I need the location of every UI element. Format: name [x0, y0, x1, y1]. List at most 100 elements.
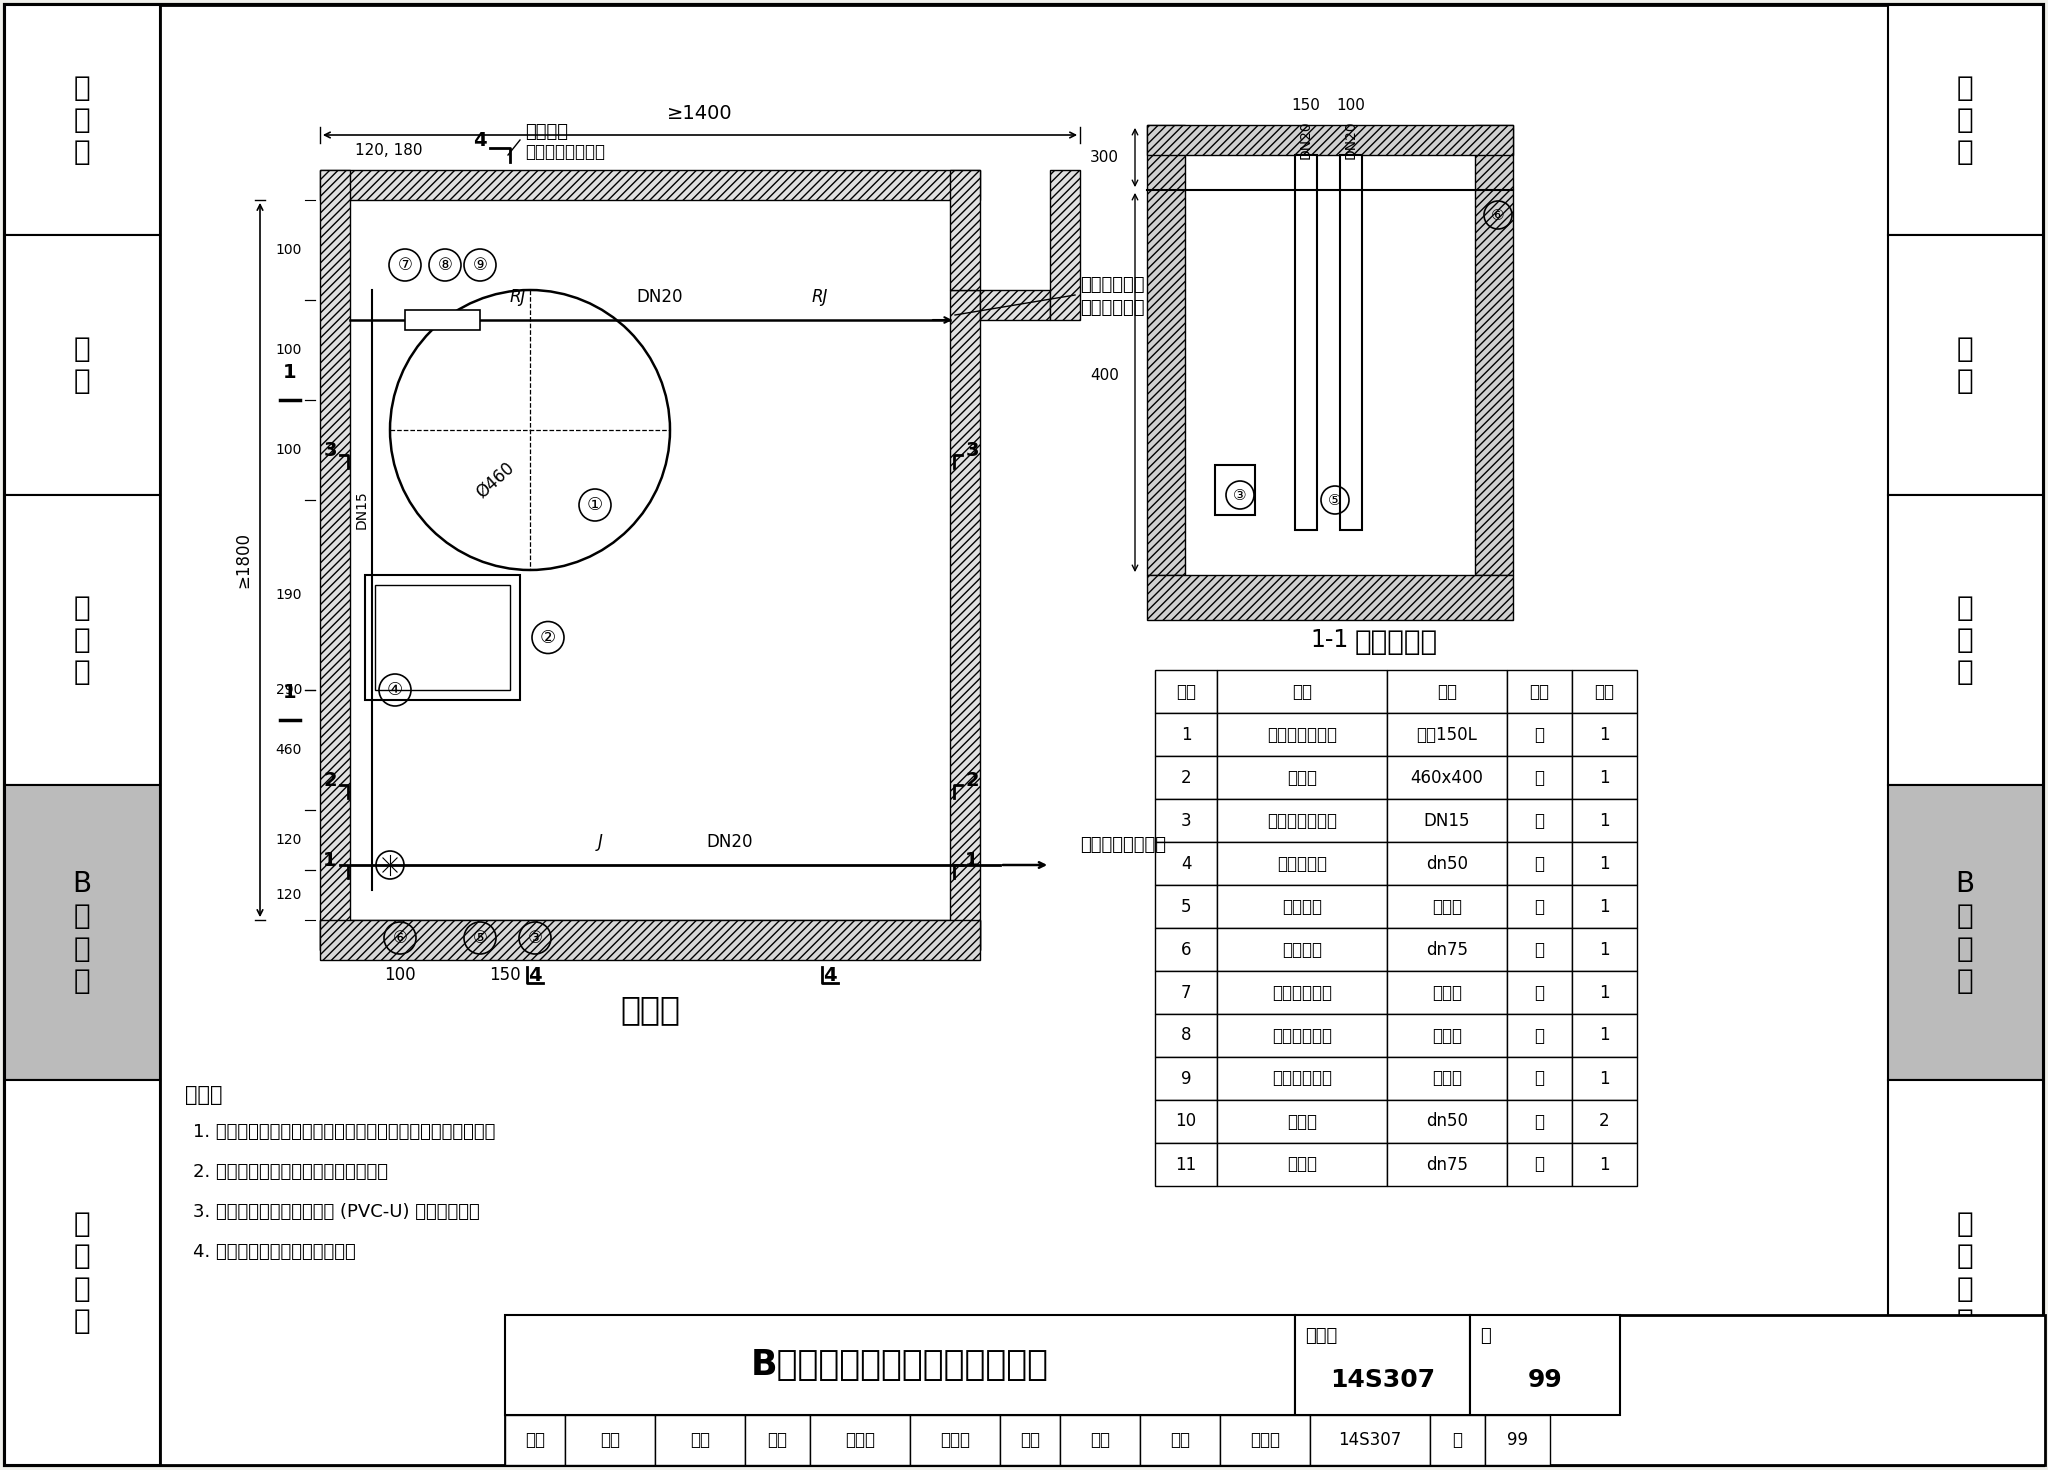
- Text: 卫
生
间: 卫 生 间: [74, 594, 90, 686]
- Text: 设计: 设计: [1020, 1430, 1040, 1449]
- Text: 290: 290: [276, 684, 301, 697]
- Bar: [1573, 1100, 1636, 1144]
- Text: 150: 150: [489, 966, 520, 983]
- Bar: [350, 200, 950, 920]
- Bar: [1386, 972, 1507, 1014]
- Text: 根: 根: [1534, 898, 1544, 916]
- Bar: [1507, 713, 1573, 756]
- Bar: [655, 1416, 745, 1466]
- Text: 万水: 万水: [1169, 1430, 1190, 1449]
- Text: 个: 个: [1534, 854, 1544, 873]
- Text: 万水: 万水: [1090, 1430, 1110, 1449]
- Text: 直通式地漏: 直通式地漏: [1278, 854, 1327, 873]
- Text: RJ: RJ: [510, 288, 526, 306]
- Text: 4: 4: [1182, 854, 1192, 873]
- Bar: [565, 1416, 655, 1466]
- Text: 460: 460: [276, 742, 301, 757]
- Bar: [365, 575, 520, 700]
- Bar: [1573, 713, 1636, 756]
- Bar: [319, 171, 981, 200]
- Text: ②: ②: [541, 629, 557, 647]
- Bar: [1573, 670, 1636, 713]
- Bar: [1430, 1416, 1485, 1466]
- Text: 10: 10: [1176, 1113, 1196, 1130]
- Bar: [1311, 1416, 1430, 1466]
- Bar: [1386, 842, 1507, 885]
- Bar: [1386, 756, 1507, 800]
- Text: 校对: 校对: [768, 1430, 788, 1449]
- Bar: [1155, 1014, 1217, 1057]
- Text: 2: 2: [324, 770, 336, 789]
- Text: 按设计: 按设计: [1432, 898, 1462, 916]
- Text: 4: 4: [528, 966, 543, 985]
- Bar: [1573, 972, 1636, 1014]
- Text: B
型
阳
台: B 型 阳 台: [1956, 870, 1974, 995]
- Text: 名称: 名称: [1292, 682, 1313, 701]
- Text: 1: 1: [1599, 1070, 1610, 1088]
- Bar: [950, 290, 981, 950]
- Text: DN20: DN20: [1343, 121, 1358, 159]
- Bar: [745, 1416, 811, 1466]
- Bar: [4, 4, 160, 235]
- Text: 1. 本图阳台设污水盆、太阳能贮热水箱，冷水管按枝状供水。: 1. 本图阳台设污水盆、太阳能贮热水箱，冷水管按枝状供水。: [193, 1123, 496, 1141]
- Text: 3. 本图排水管按硬聚氯乙烯 (PVC-U) 排水管绘制。: 3. 本图排水管按硬聚氯乙烯 (PVC-U) 排水管绘制。: [193, 1202, 479, 1222]
- Text: 节
点
详
图: 节 点 详 图: [74, 1210, 90, 1335]
- Text: 9: 9: [1182, 1070, 1192, 1088]
- Bar: [1507, 1100, 1573, 1144]
- Bar: [1573, 885, 1636, 928]
- Text: 100: 100: [276, 243, 301, 257]
- Bar: [1217, 972, 1386, 1014]
- Bar: [1294, 154, 1317, 531]
- Bar: [1155, 1144, 1217, 1186]
- Text: 规格: 规格: [1438, 682, 1456, 701]
- Text: 张森: 张森: [600, 1430, 621, 1449]
- Text: ①: ①: [588, 495, 602, 514]
- Bar: [1386, 885, 1507, 928]
- Text: B
型
阳
台: B 型 阳 台: [72, 870, 92, 995]
- Text: 根: 根: [1534, 941, 1544, 958]
- Bar: [1573, 928, 1636, 972]
- Text: 数量: 数量: [1595, 682, 1614, 701]
- Bar: [319, 171, 350, 950]
- Text: 1: 1: [965, 851, 979, 869]
- Bar: [1386, 928, 1507, 972]
- Text: 14S307: 14S307: [1339, 1430, 1401, 1449]
- Text: ⑤: ⑤: [473, 929, 487, 947]
- Bar: [1186, 154, 1475, 575]
- Bar: [1573, 1144, 1636, 1186]
- Text: 冷水立管: 冷水立管: [1282, 898, 1323, 916]
- Text: 接燃气热水器: 接燃气热水器: [1079, 276, 1145, 294]
- Text: 集热回水立管: 集热回水立管: [1272, 1026, 1331, 1045]
- Text: 1: 1: [1599, 1026, 1610, 1045]
- Bar: [1485, 1416, 1550, 1466]
- Text: 沈文华: 沈文华: [940, 1430, 971, 1449]
- Text: （辅助加热）: （辅助加热）: [1079, 298, 1145, 318]
- Bar: [1217, 800, 1386, 842]
- Text: 平面图: 平面图: [621, 994, 680, 1026]
- Bar: [1155, 928, 1217, 972]
- Text: 99: 99: [1507, 1430, 1528, 1449]
- Bar: [909, 1416, 999, 1466]
- Bar: [1386, 1014, 1507, 1057]
- Bar: [506, 1316, 1294, 1416]
- Text: Ø460: Ø460: [473, 459, 518, 501]
- Bar: [1141, 1416, 1221, 1466]
- Text: DN20: DN20: [707, 833, 754, 851]
- Text: ④: ④: [387, 681, 403, 700]
- Bar: [1386, 1100, 1507, 1144]
- Bar: [1507, 1144, 1573, 1186]
- Text: 3: 3: [1182, 811, 1192, 829]
- Text: 按设计: 按设计: [1432, 1070, 1462, 1088]
- Text: 立式150L: 立式150L: [1417, 726, 1477, 744]
- Text: 1: 1: [283, 363, 297, 382]
- Bar: [1155, 800, 1217, 842]
- Bar: [1217, 1057, 1386, 1100]
- Text: 太阳能贮热水箱: 太阳能贮热水箱: [1268, 726, 1337, 744]
- Text: 120: 120: [276, 833, 301, 847]
- Text: ⑥: ⑥: [1491, 207, 1505, 222]
- Text: ⑧: ⑧: [438, 256, 453, 273]
- Text: 主要设备表: 主要设备表: [1354, 628, 1438, 656]
- Bar: [1155, 670, 1217, 713]
- Text: 190: 190: [276, 588, 301, 603]
- Text: 8: 8: [1182, 1026, 1192, 1045]
